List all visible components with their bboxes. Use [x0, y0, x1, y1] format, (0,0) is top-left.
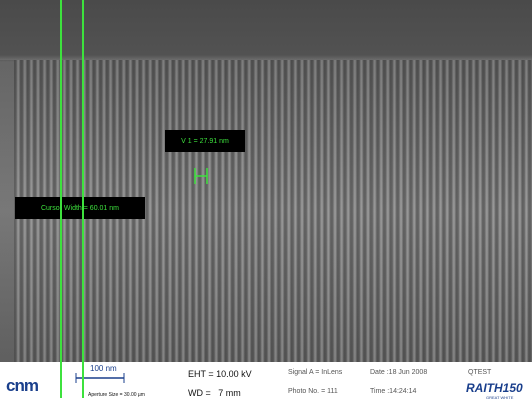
cursor-line — [60, 0, 62, 398]
sem-screenshot: V 1 = 27.91 nm Cursor Width = 60.01 nm c… — [0, 0, 532, 404]
user: QTEST — [468, 369, 491, 376]
time: Time :14:24:14 — [370, 388, 416, 395]
aperture: Aperture Size = 30.00 µm — [88, 392, 145, 398]
signal: Signal A = InLens — [288, 369, 342, 376]
brand-sub: GREAT WHITE — [486, 395, 513, 400]
v1-label: V 1 = 27.91 nm — [165, 130, 245, 152]
eht: EHT = 10.00 kV — [188, 369, 252, 379]
logo: cnm — [6, 376, 38, 396]
cursor-line — [82, 0, 84, 398]
sem-image: V 1 = 27.91 nm Cursor Width = 60.01 nm — [0, 0, 532, 362]
h-marker — [192, 166, 212, 186]
photo-no: Photo No. = 111 — [288, 388, 338, 395]
info-bar: cnm 100 nm Aperture Size = 30.00 µm EHT … — [0, 362, 532, 404]
date: Date :18 Jun 2008 — [370, 369, 427, 376]
wd: WD = 7 mm — [188, 388, 241, 398]
cursor-width-label: Cursor Width = 60.01 nm — [15, 197, 145, 219]
brand: RAITH150 — [466, 381, 523, 395]
